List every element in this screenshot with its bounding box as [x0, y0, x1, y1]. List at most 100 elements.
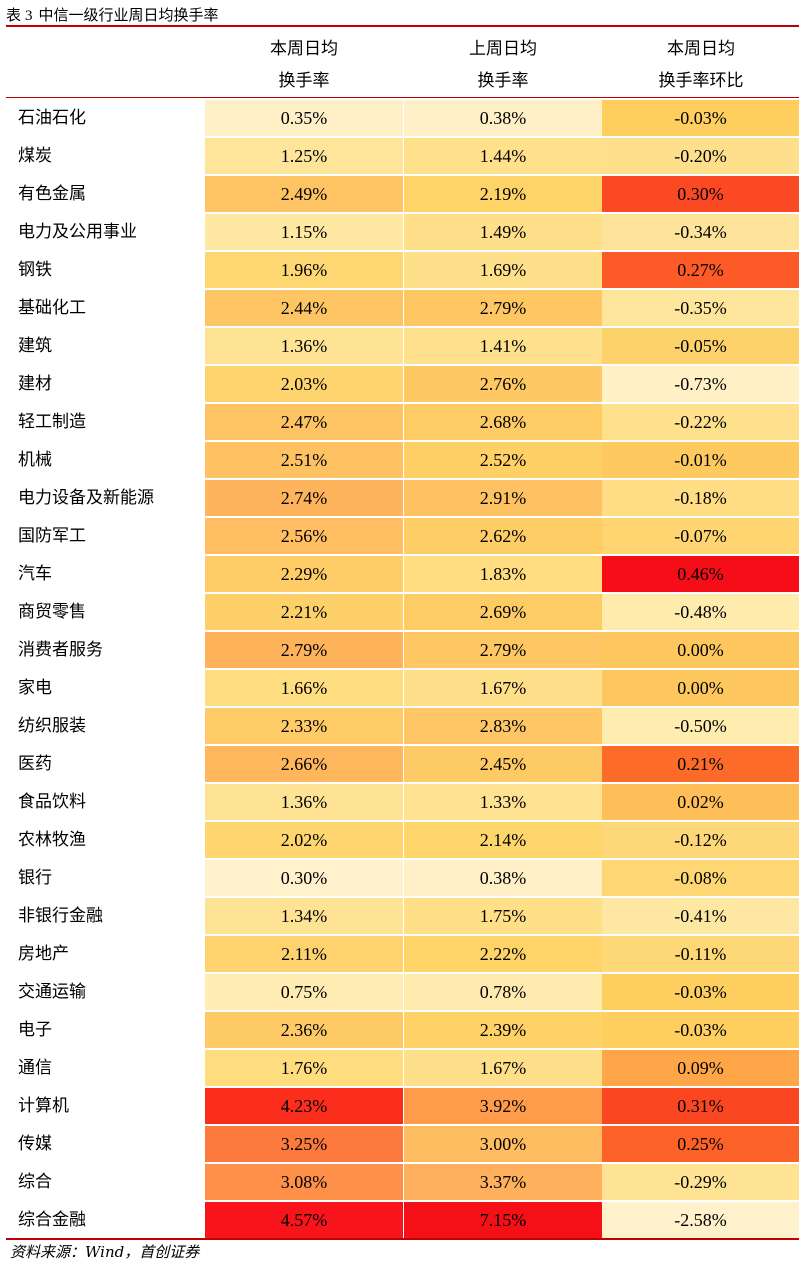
turnover-change-cell: 0.30% — [602, 176, 799, 212]
this-week-turnover-cell: 1.36% — [205, 784, 403, 820]
turnover-change-cell: -0.05% — [602, 328, 799, 364]
last-week-turnover-cell: 2.19% — [404, 176, 602, 212]
this-week-turnover-cell: 3.25% — [205, 1126, 403, 1162]
this-week-turnover-cell: 1.36% — [205, 328, 403, 364]
table-row: 电力及公用事业 1.15% 1.49% -0.34% — [6, 214, 799, 252]
last-week-turnover-cell: 2.52% — [404, 442, 602, 478]
table-row: 通信 1.76% 1.67% 0.09% — [6, 1050, 799, 1088]
this-week-turnover-cell: 1.96% — [205, 252, 403, 288]
last-week-turnover-cell: 0.38% — [404, 860, 602, 896]
last-week-turnover-cell: 0.38% — [404, 100, 602, 136]
table-row: 国防军工 2.56% 2.62% -0.07% — [6, 518, 799, 556]
turnover-change-cell: -0.07% — [602, 518, 799, 554]
industry-name: 机械 — [18, 450, 52, 470]
table-row: 传媒 3.25% 3.00% 0.25% — [6, 1126, 799, 1164]
turnover-change-cell: 0.31% — [602, 1088, 799, 1124]
industry-name: 医药 — [18, 754, 52, 774]
this-week-turnover-cell: 0.75% — [205, 974, 403, 1010]
this-week-turnover-cell: 2.47% — [205, 404, 403, 440]
industry-name: 食品饮料 — [18, 792, 86, 812]
this-week-turnover-cell: 2.44% — [205, 290, 403, 326]
turnover-change-cell: 0.02% — [602, 784, 799, 820]
turnover-change-cell: 0.09% — [602, 1050, 799, 1086]
industry-name: 房地产 — [18, 944, 69, 964]
turnover-change-cell: -0.08% — [602, 860, 799, 896]
industry-name: 综合金融 — [18, 1210, 86, 1230]
this-week-turnover-cell: 2.51% — [205, 442, 403, 478]
this-week-turnover-cell: 0.35% — [205, 100, 403, 136]
header-last-week-line2: 换手率 — [477, 71, 529, 91]
industry-name: 建材 — [18, 374, 52, 394]
last-week-turnover-cell: 2.62% — [404, 518, 602, 554]
table-header: 本周日均 换手率 上周日均 换手率 本周日均 换手率环比 — [6, 27, 799, 97]
last-week-turnover-cell: 2.91% — [404, 480, 602, 516]
last-week-turnover-cell: 1.67% — [404, 1050, 602, 1086]
this-week-turnover-cell: 2.79% — [205, 632, 403, 668]
table-row: 食品饮料 1.36% 1.33% 0.02% — [6, 784, 799, 822]
last-week-turnover-cell: 0.78% — [404, 974, 602, 1010]
top-rule — [6, 25, 799, 27]
header-this-week-line2: 换手率 — [278, 71, 330, 91]
turnover-change-cell: -0.18% — [602, 480, 799, 516]
this-week-turnover-cell: 3.08% — [205, 1164, 403, 1200]
industry-name: 电力及公用事业 — [18, 222, 137, 242]
turnover-change-cell: 0.46% — [602, 556, 799, 592]
industry-name: 通信 — [18, 1058, 52, 1078]
table-row: 交通运输 0.75% 0.78% -0.03% — [6, 974, 799, 1012]
turnover-change-cell: -0.35% — [602, 290, 799, 326]
table-body: 石油石化 0.35% 0.38% -0.03% 煤炭 1.25% 1.44% -0.20% 有色… — [6, 100, 799, 1240]
table-row: 轻工制造 2.47% 2.68% -0.22% — [6, 404, 799, 442]
table-row: 建筑 1.36% 1.41% -0.05% — [6, 328, 799, 366]
turnover-change-cell: -2.58% — [602, 1202, 799, 1238]
last-week-turnover-cell: 1.75% — [404, 898, 602, 934]
table-row: 综合金融 4.57% 7.15% -2.58% — [6, 1202, 799, 1240]
industry-name: 有色金属 — [18, 184, 86, 204]
table-row: 基础化工 2.44% 2.79% -0.35% — [6, 290, 799, 328]
this-week-turnover-cell: 2.11% — [205, 936, 403, 972]
industry-name: 钢铁 — [18, 260, 52, 280]
header-this-week: 本周日均 换手率 — [205, 33, 403, 97]
last-week-turnover-cell: 1.41% — [404, 328, 602, 364]
industry-name: 基础化工 — [18, 298, 86, 318]
industry-name: 交通运输 — [18, 982, 86, 1002]
turnover-change-cell: -0.03% — [602, 974, 799, 1010]
table-row: 综合 3.08% 3.37% -0.29% — [6, 1164, 799, 1202]
this-week-turnover-cell: 2.21% — [205, 594, 403, 630]
turnover-change-cell: -0.12% — [602, 822, 799, 858]
industry-name: 综合 — [18, 1172, 52, 1192]
table-row: 农林牧渔 2.02% 2.14% -0.12% — [6, 822, 799, 860]
this-week-turnover-cell: 1.25% — [205, 138, 403, 174]
caption-number: 3 — [25, 8, 33, 24]
table-row: 有色金属 2.49% 2.19% 0.30% — [6, 176, 799, 214]
header-this-week-line1: 本周日均 — [270, 39, 338, 59]
turnover-change-cell: -0.20% — [602, 138, 799, 174]
last-week-turnover-cell: 1.49% — [404, 214, 602, 250]
table-caption: 表 3 中信一级行业周日均换手率 — [6, 4, 219, 26]
table-row: 纺织服装 2.33% 2.83% -0.50% — [6, 708, 799, 746]
header-change-line1: 本周日均 — [667, 39, 735, 59]
last-week-turnover-cell: 1.44% — [404, 138, 602, 174]
table-row: 计算机 4.23% 3.92% 0.31% — [6, 1088, 799, 1126]
turnover-change-cell: -0.34% — [602, 214, 799, 250]
bottom-rule — [6, 1238, 799, 1240]
last-week-turnover-cell: 2.68% — [404, 404, 602, 440]
table-row: 家电 1.66% 1.67% 0.00% — [6, 670, 799, 708]
this-week-turnover-cell: 4.57% — [205, 1202, 403, 1238]
table-row: 商贸零售 2.21% 2.69% -0.48% — [6, 594, 799, 632]
this-week-turnover-cell: 2.29% — [205, 556, 403, 592]
table-row: 非银行金融 1.34% 1.75% -0.41% — [6, 898, 799, 936]
table-row: 银行 0.30% 0.38% -0.08% — [6, 860, 799, 898]
last-week-turnover-cell: 3.37% — [404, 1164, 602, 1200]
last-week-turnover-cell: 1.33% — [404, 784, 602, 820]
last-week-turnover-cell: 2.39% — [404, 1012, 602, 1048]
header-last-week-line1: 上周日均 — [469, 39, 537, 59]
table-row: 石油石化 0.35% 0.38% -0.03% — [6, 100, 799, 138]
source-note: 资料来源：Wind，首创证券 — [10, 1243, 200, 1261]
table-row: 机械 2.51% 2.52% -0.01% — [6, 442, 799, 480]
turnover-change-cell: -0.48% — [602, 594, 799, 630]
this-week-turnover-cell: 4.23% — [205, 1088, 403, 1124]
table-row: 汽车 2.29% 1.83% 0.46% — [6, 556, 799, 594]
table-row: 钢铁 1.96% 1.69% 0.27% — [6, 252, 799, 290]
industry-name: 轻工制造 — [18, 412, 86, 432]
turnover-change-cell: -0.73% — [602, 366, 799, 402]
